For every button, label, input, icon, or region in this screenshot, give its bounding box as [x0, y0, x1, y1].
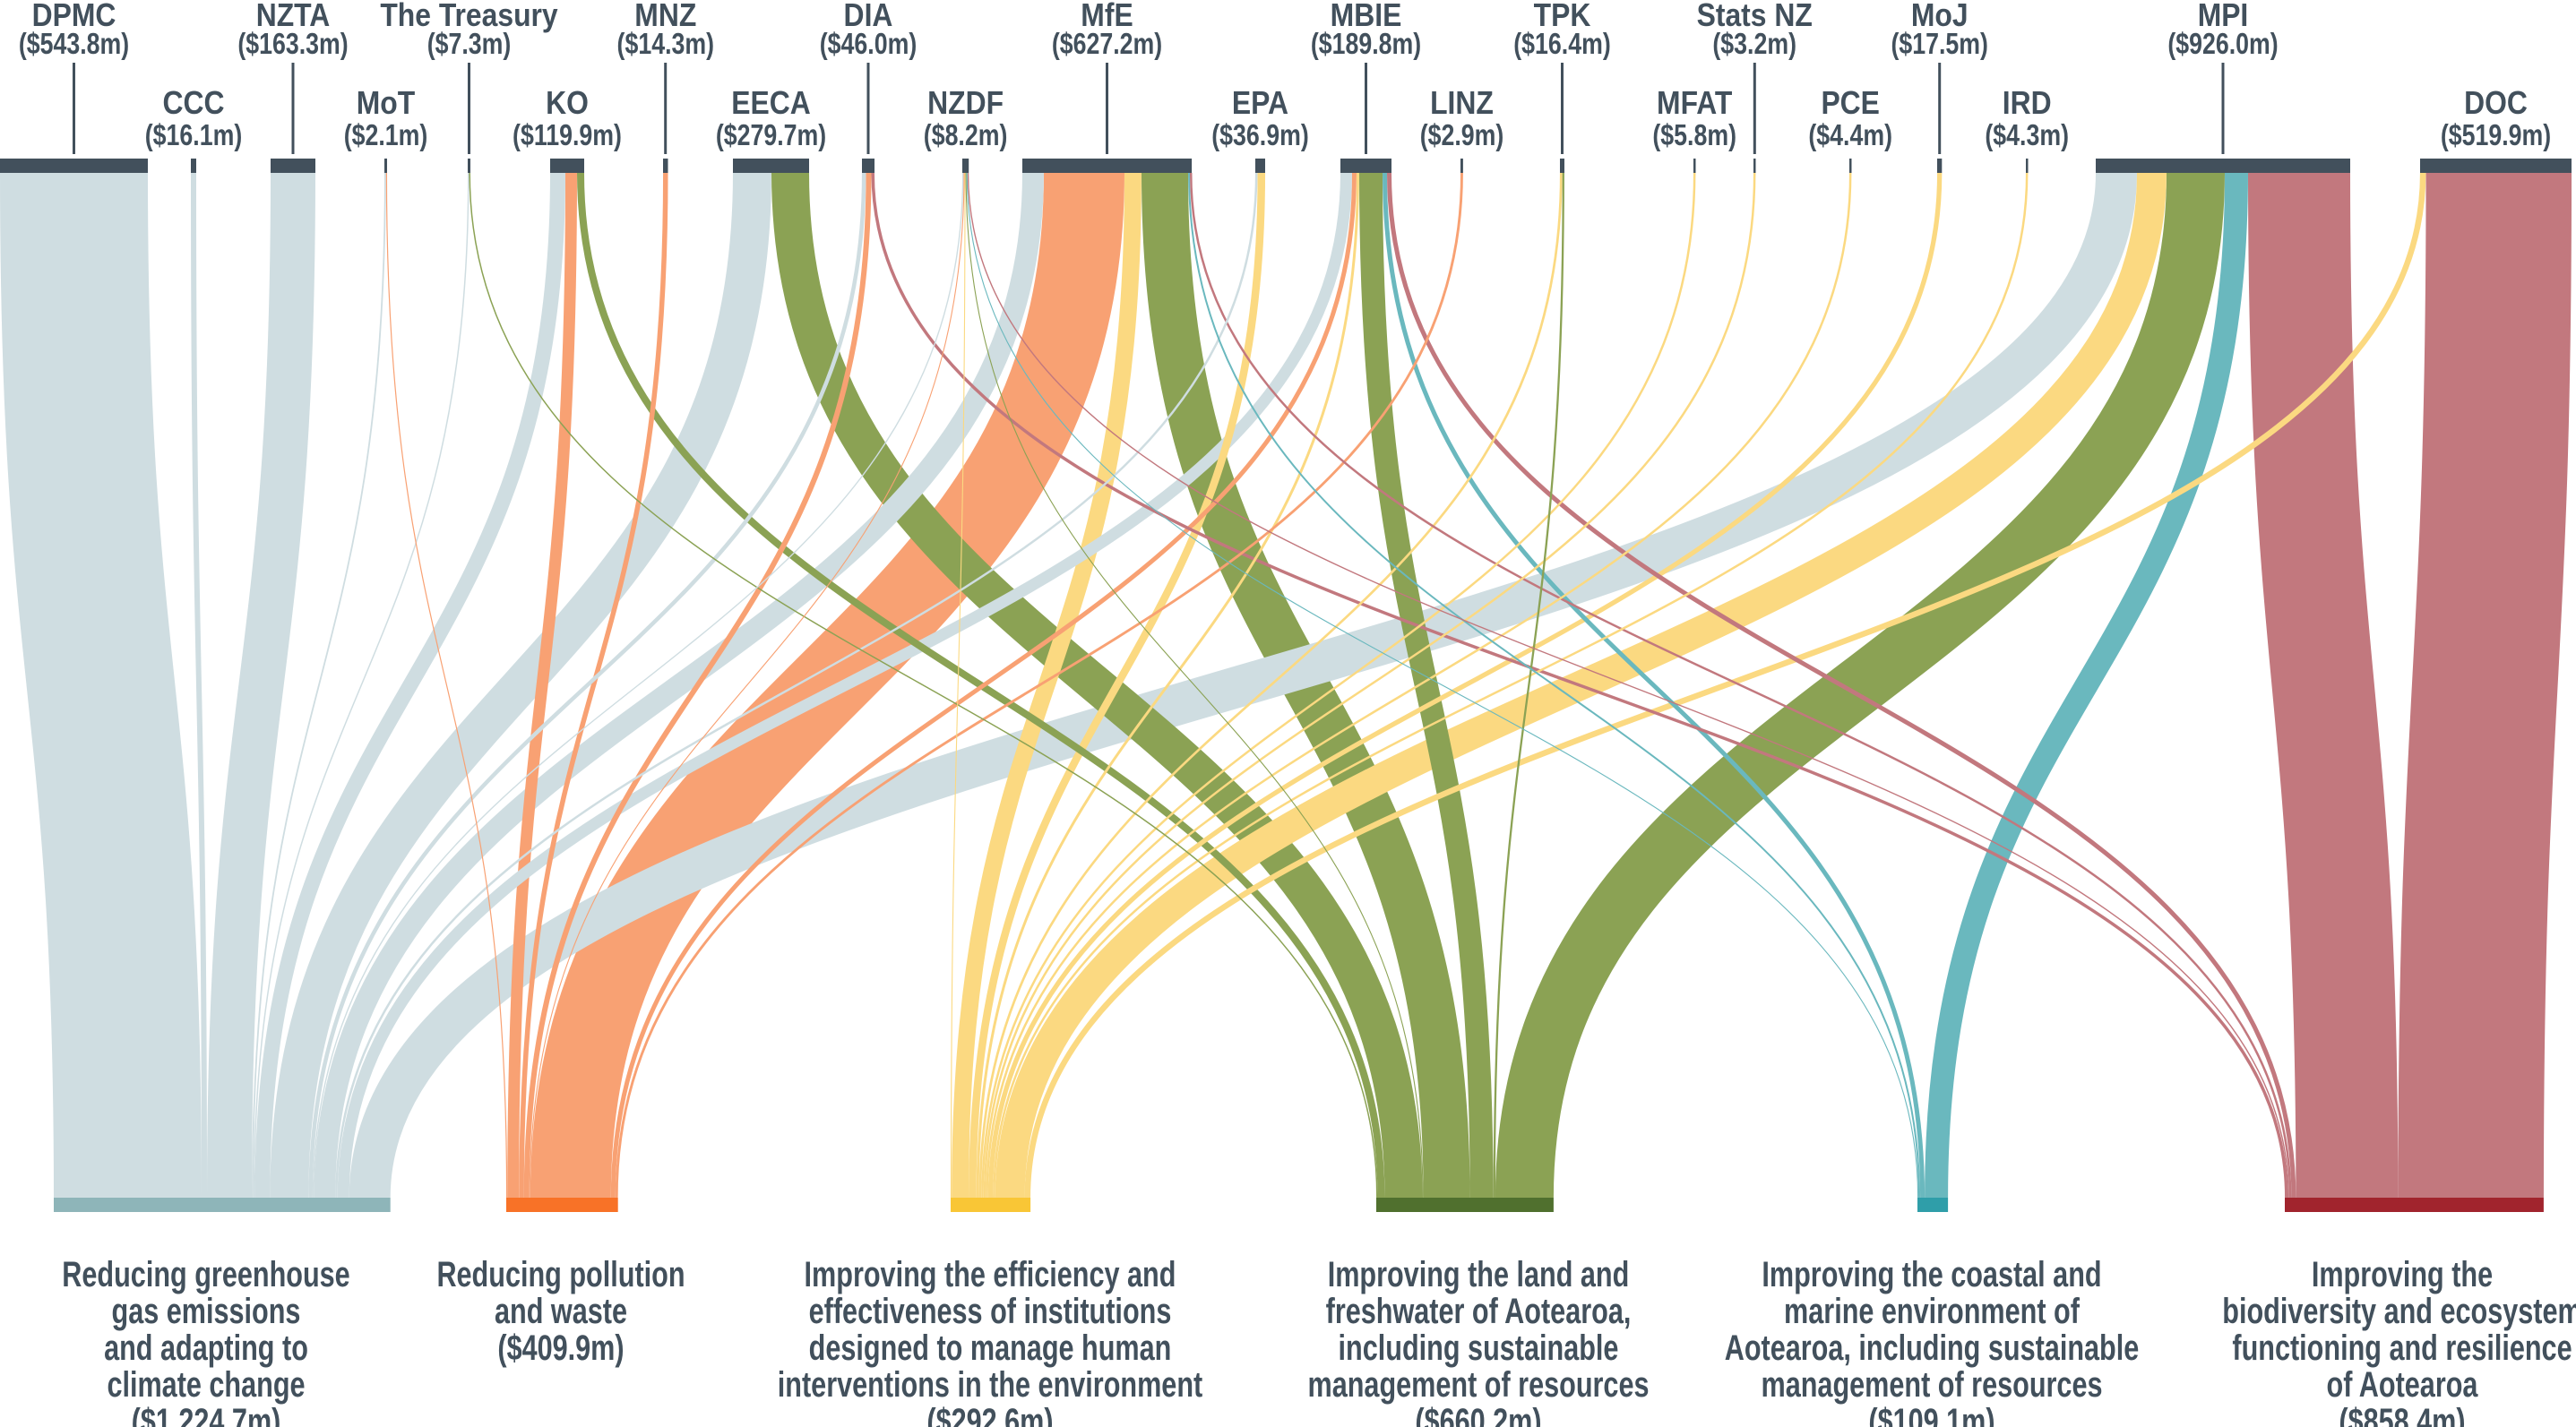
svg-text:MPI: MPI [2198, 0, 2249, 33]
svg-text:interventions in the environme: interventions in the environment [778, 1365, 1202, 1405]
svg-text:MoJ: MoJ [1911, 0, 1969, 33]
svg-text:($519.9m): ($519.9m) [2441, 118, 2551, 151]
svg-text:($543.8m): ($543.8m) [19, 27, 129, 60]
svg-text:Improving the efficiency and: Improving the efficiency and [805, 1255, 1176, 1294]
svg-text:($660.2m): ($660.2m) [1415, 1402, 1541, 1427]
svg-text:($1,224.7m): ($1,224.7m) [132, 1402, 281, 1427]
svg-text:management of resources: management of resources [1762, 1365, 2103, 1405]
svg-text:climate change: climate change [107, 1365, 305, 1405]
svg-text:($409.9m): ($409.9m) [497, 1328, 624, 1368]
svg-text:and waste: and waste [495, 1292, 627, 1331]
svg-text:($46.0m): ($46.0m) [820, 27, 918, 60]
svg-text:The Treasury: The Treasury [380, 0, 557, 33]
svg-text:($926.0m): ($926.0m) [2167, 27, 2278, 60]
svg-text:effectiveness of institutions: effectiveness of institutions [809, 1292, 1172, 1331]
svg-text:PCE: PCE [1821, 84, 1880, 121]
svg-text:MfE: MfE [1081, 0, 1133, 33]
svg-text:($109.1m): ($109.1m) [1868, 1402, 1994, 1427]
svg-text:($14.3m): ($14.3m) [617, 27, 715, 60]
svg-text:including sustainable: including sustainable [1339, 1328, 1619, 1368]
svg-text:($8.2m): ($8.2m) [924, 118, 1008, 151]
svg-text:($2.9m): ($2.9m) [1420, 118, 1504, 151]
svg-text:($3.2m): ($3.2m) [1712, 27, 1796, 60]
svg-text:DIA: DIA [844, 0, 893, 33]
svg-text:NZTA: NZTA [256, 0, 331, 33]
svg-text:MBIE: MBIE [1331, 0, 1402, 33]
svg-text:EPA: EPA [1232, 84, 1288, 121]
svg-text:Improving the land and: Improving the land and [1328, 1255, 1630, 1294]
svg-text:KO: KO [546, 84, 589, 121]
svg-text:($627.2m): ($627.2m) [1052, 27, 1162, 60]
svg-text:biodiversity and ecosystem: biodiversity and ecosystem [2222, 1292, 2576, 1331]
svg-text:freshwater of Aotearoa,: freshwater of Aotearoa, [1326, 1292, 1632, 1331]
svg-text:($292.6m): ($292.6m) [926, 1402, 1053, 1427]
svg-text:($16.4m): ($16.4m) [1513, 27, 1611, 60]
svg-text:($119.9m): ($119.9m) [513, 118, 622, 151]
svg-text:($7.3m): ($7.3m) [427, 27, 512, 60]
svg-text:EECA: EECA [731, 84, 811, 121]
svg-text:($279.7m): ($279.7m) [716, 118, 826, 151]
svg-text:TPK: TPK [1534, 0, 1591, 33]
svg-text:($16.1m): ($16.1m) [145, 118, 243, 151]
svg-text:($858.4m): ($858.4m) [2339, 1402, 2465, 1427]
svg-text:Reducing greenhouse: Reducing greenhouse [62, 1255, 349, 1294]
svg-text:IRD: IRD [2003, 84, 2052, 121]
svg-text:($17.5m): ($17.5m) [1891, 27, 1988, 60]
svg-text:and adapting to: and adapting to [104, 1328, 308, 1368]
svg-text:Improving the: Improving the [2312, 1255, 2493, 1294]
svg-text:($36.9m): ($36.9m) [1211, 118, 1309, 151]
svg-text:($189.8m): ($189.8m) [1311, 27, 1421, 60]
svg-text:Aotearoa, including sustainabl: Aotearoa, including sustainable [1725, 1328, 2140, 1368]
svg-text:Reducing pollution: Reducing pollution [436, 1255, 685, 1294]
svg-text:MoT: MoT [357, 84, 415, 121]
svg-text:LINZ: LINZ [1430, 84, 1494, 121]
svg-text:($5.8m): ($5.8m) [1652, 118, 1736, 151]
svg-text:management of resources: management of resources [1308, 1365, 1650, 1405]
svg-text:($163.3m): ($163.3m) [237, 27, 348, 60]
svg-text:NZDF: NZDF [927, 84, 1004, 121]
svg-text:($4.4m): ($4.4m) [1808, 118, 1892, 151]
svg-text:($4.3m): ($4.3m) [1985, 118, 2069, 151]
svg-text:Improving the coastal and: Improving the coastal and [1762, 1255, 2101, 1294]
svg-text:Stats NZ: Stats NZ [1697, 0, 1813, 33]
svg-text:($2.1m): ($2.1m) [344, 118, 428, 151]
svg-text:MNZ: MNZ [634, 0, 696, 33]
svg-text:MFAT: MFAT [1657, 84, 1732, 121]
svg-text:functioning and resilience: functioning and resilience [2232, 1328, 2572, 1368]
svg-text:CCC: CCC [163, 84, 225, 121]
svg-text:designed to manage human: designed to manage human [809, 1328, 1172, 1368]
svg-text:gas emissions: gas emissions [112, 1292, 301, 1331]
svg-text:marine environment of: marine environment of [1784, 1292, 2080, 1331]
svg-text:of Aotearoa: of Aotearoa [2327, 1365, 2478, 1405]
svg-text:DOC: DOC [2464, 84, 2528, 121]
svg-text:DPMC: DPMC [32, 0, 116, 33]
